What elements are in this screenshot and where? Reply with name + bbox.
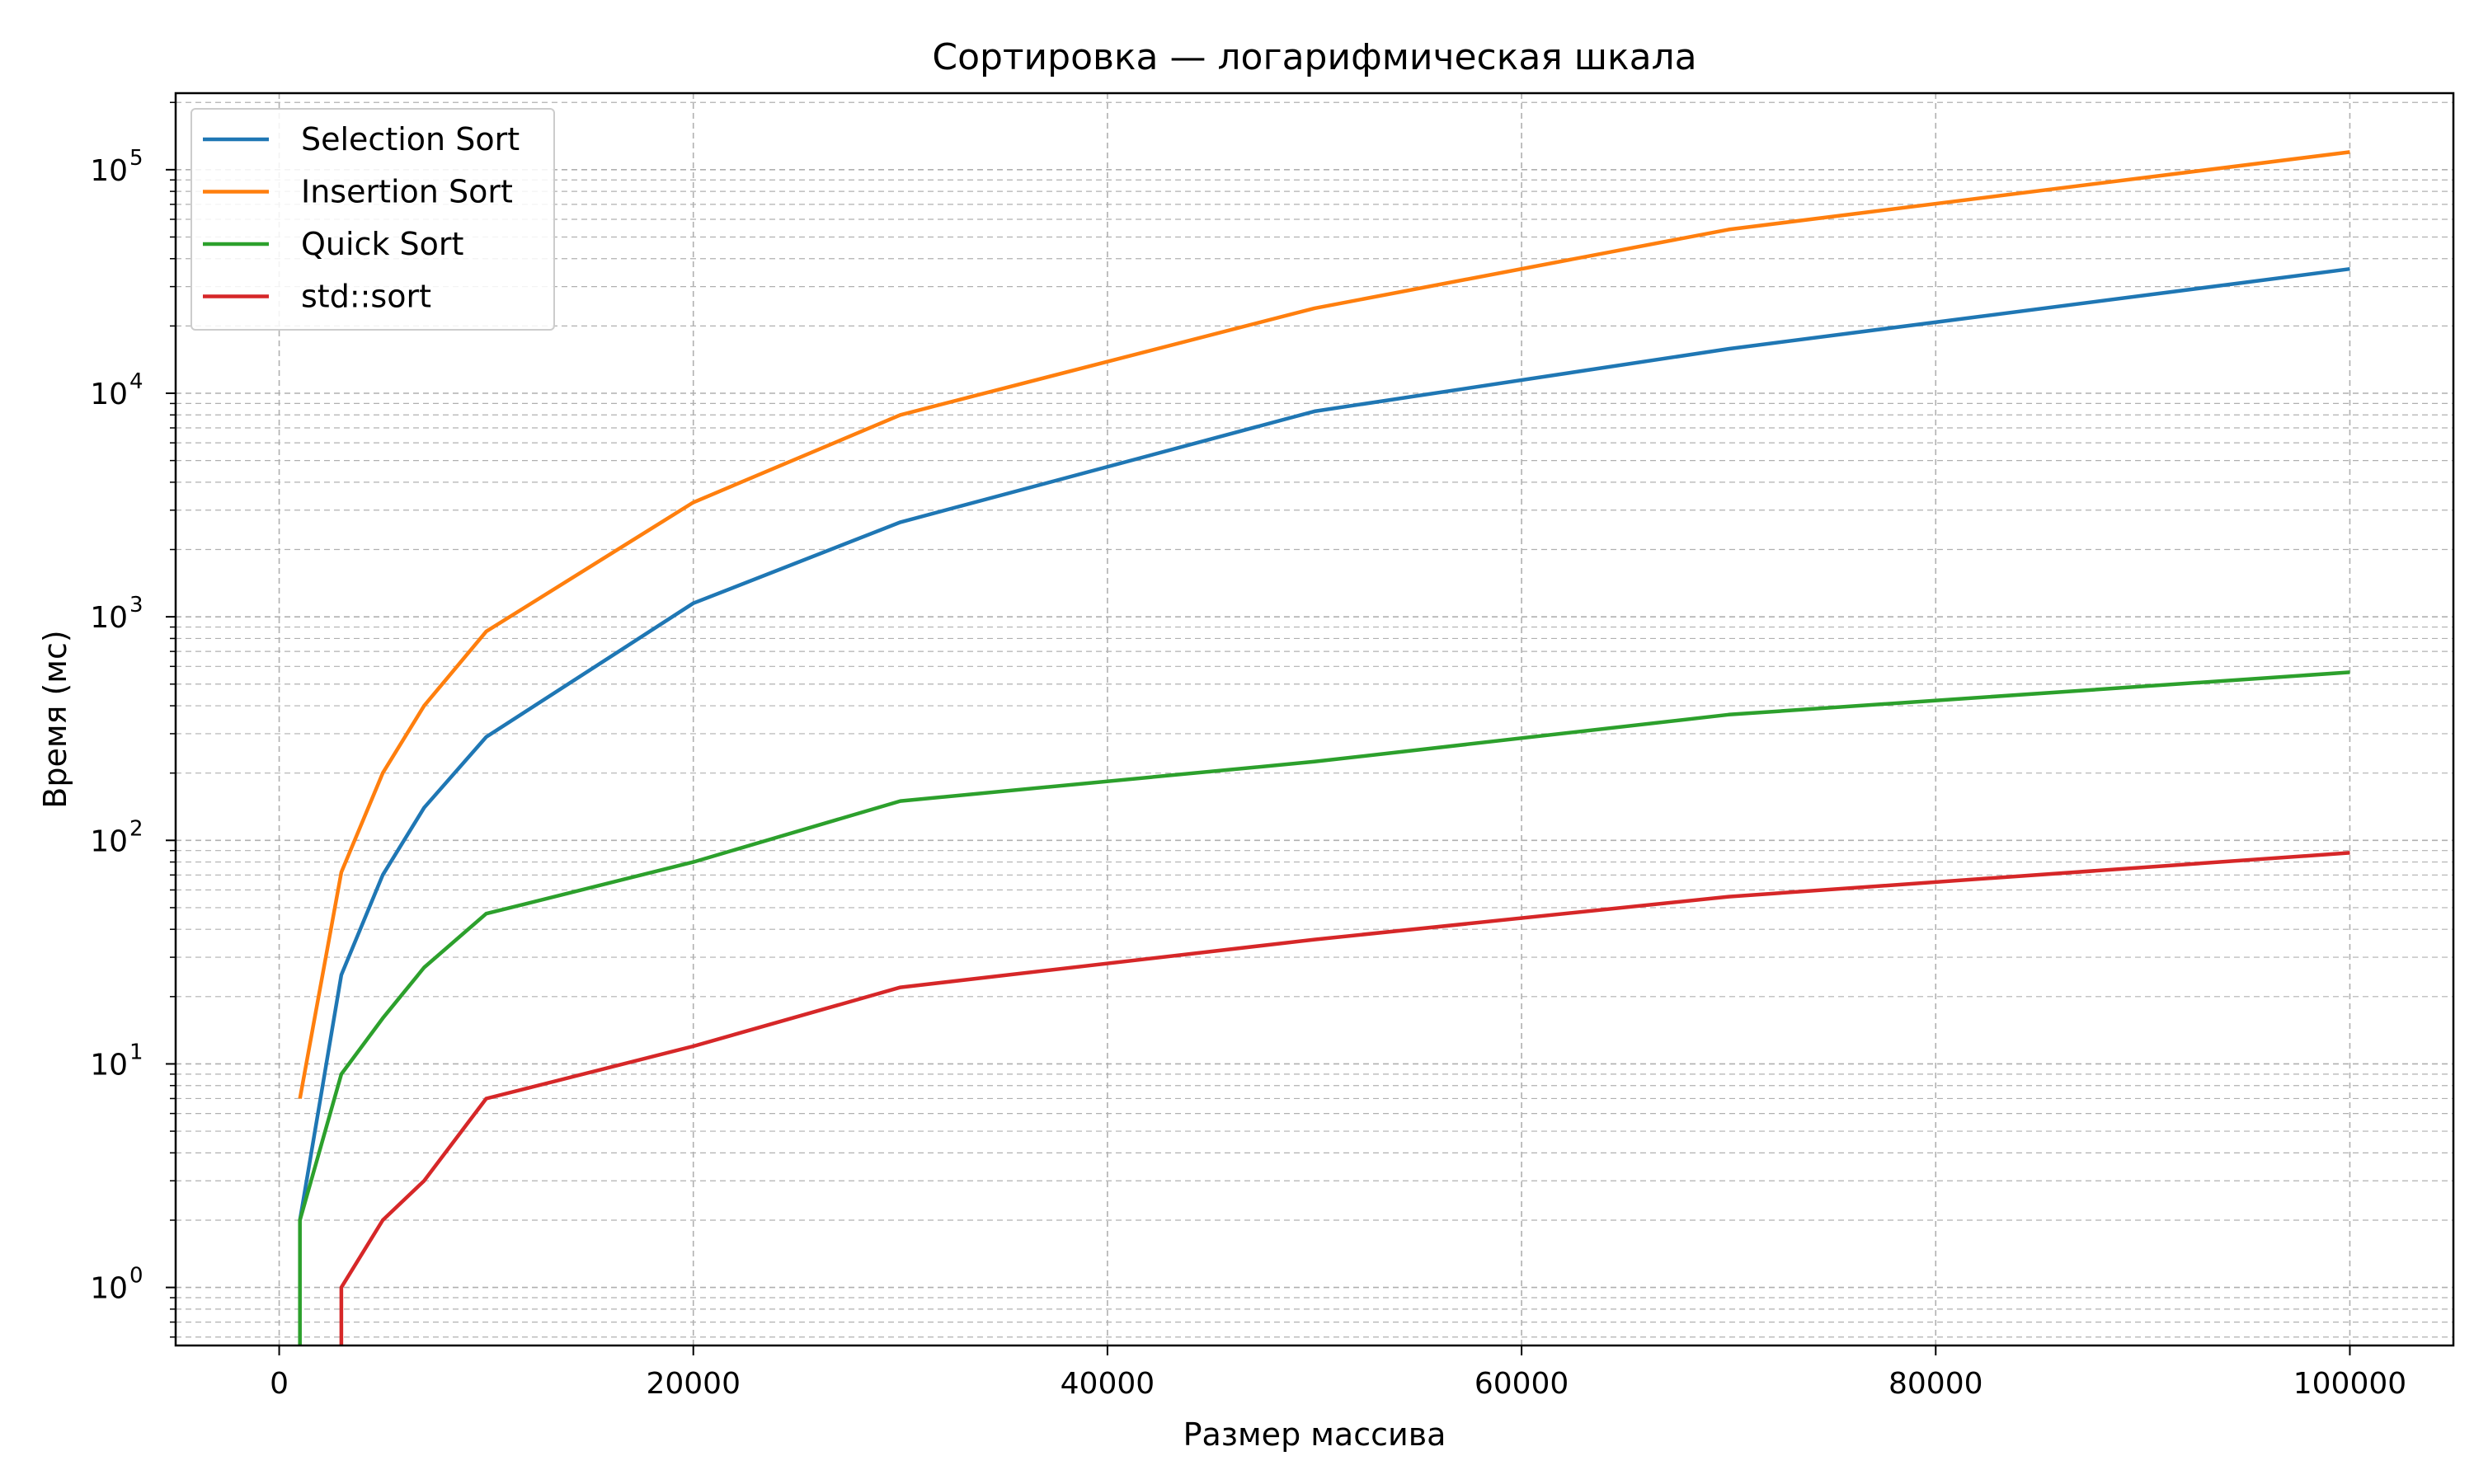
grid	[176, 93, 2453, 1345]
y-tick-label-exponent: 2	[129, 816, 143, 841]
y-tick-label-exponent: 3	[129, 593, 143, 618]
x-tick-label: 20000	[646, 1367, 741, 1401]
x-tick-label: 100000	[2293, 1367, 2406, 1401]
y-tick-label-base: 10	[90, 601, 128, 635]
legend-entry-label: std::sort	[301, 279, 431, 315]
y-axis-label: Время (мс)	[37, 630, 73, 808]
x-tick-label: 0	[270, 1367, 289, 1401]
y-tick-label-exponent: 4	[129, 369, 143, 394]
x-tick-label: 60000	[1475, 1367, 1569, 1401]
y-tick-label: 10	[90, 1272, 128, 1306]
legend-entry-label: Selection Sort	[301, 121, 520, 157]
legend-box	[190, 108, 555, 331]
legend-entry-label: Quick Sort	[301, 226, 463, 262]
plot-frame	[174, 92, 2455, 1347]
series-line-2	[298, 670, 2350, 1345]
chart-title: Сортировка — логарифмическая шкала	[932, 36, 1696, 78]
x-tick-label: 80000	[1888, 1367, 1983, 1401]
series-line-0	[298, 266, 2350, 1221]
y-tick-label: 10	[90, 824, 128, 858]
y-tick-label-exponent: 1	[129, 1040, 143, 1064]
legend: Selection Sort Insertion Sort Quick Sort st…	[190, 108, 555, 331]
x-tick-label: 40000	[1061, 1367, 1155, 1401]
y-tick-label-base: 10	[90, 154, 128, 188]
x-axis-label: Размер массива	[1183, 1416, 1446, 1453]
y-tick-label-base: 10	[90, 1272, 128, 1306]
y-tick-label: 10	[90, 1048, 128, 1082]
y-tick-label: 10	[90, 601, 128, 635]
y-tick-label-base: 10	[90, 378, 128, 411]
y-tick-label-base: 10	[90, 824, 128, 858]
y-tick-label-exponent: 5	[129, 146, 143, 171]
y-tick-label: 10	[90, 378, 128, 411]
series-line-1	[298, 150, 2350, 1099]
series-line-3	[339, 851, 2350, 1345]
series-lines	[298, 150, 2350, 1345]
y-tick-label: 10	[90, 154, 128, 188]
y-tick-label-base: 10	[90, 1048, 128, 1082]
y-tick-label-exponent: 0	[129, 1264, 143, 1289]
legend-entry-label: Insertion Sort	[301, 174, 513, 210]
